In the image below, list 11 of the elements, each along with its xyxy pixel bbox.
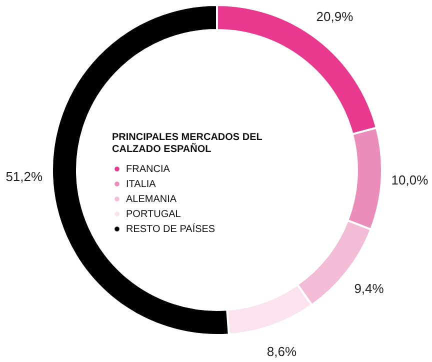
legend-label: PORTUGAL [126,209,182,220]
legend-label: FRANCIA [126,164,170,175]
data-label: 51,2% [6,168,43,184]
legend-label: ITALIA [126,179,156,190]
data-label: 8,6% [266,344,297,359]
data-label: 9,4% [354,280,384,296]
legend-title: PRINCIPALES MERCADOS DEL CALZADO ESPAÑOL [112,132,262,155]
legend-label: RESTO DE PAÍSES [126,223,216,235]
legend-label: ALEMANIA [126,194,177,205]
data-label: 20,9% [316,9,354,24]
data-label: 10,0% [391,172,429,188]
